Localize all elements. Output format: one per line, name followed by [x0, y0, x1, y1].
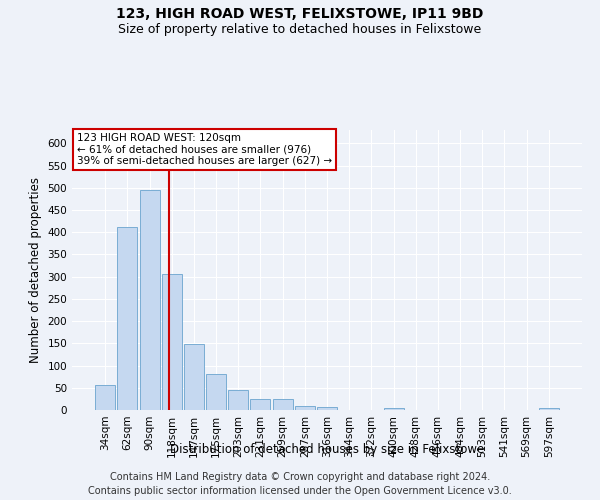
- Text: 123, HIGH ROAD WEST, FELIXSTOWE, IP11 9BD: 123, HIGH ROAD WEST, FELIXSTOWE, IP11 9B…: [116, 8, 484, 22]
- Y-axis label: Number of detached properties: Number of detached properties: [29, 177, 42, 363]
- Bar: [206, 374, 226, 410]
- Bar: [95, 384, 115, 410]
- Bar: [317, 407, 337, 410]
- Text: Size of property relative to detached houses in Felixstowe: Size of property relative to detached ho…: [118, 22, 482, 36]
- Text: 123 HIGH ROAD WEST: 120sqm
← 61% of detached houses are smaller (976)
39% of sem: 123 HIGH ROAD WEST: 120sqm ← 61% of deta…: [77, 133, 332, 166]
- Bar: [272, 399, 293, 410]
- Bar: [539, 408, 559, 410]
- Bar: [118, 228, 137, 410]
- Bar: [250, 399, 271, 410]
- Bar: [295, 406, 315, 410]
- Bar: [383, 408, 404, 410]
- Text: Contains public sector information licensed under the Open Government Licence v3: Contains public sector information licen…: [88, 486, 512, 496]
- Text: Distribution of detached houses by size in Felixstowe: Distribution of detached houses by size …: [170, 442, 484, 456]
- Bar: [228, 390, 248, 410]
- Bar: [184, 344, 204, 410]
- Bar: [140, 190, 160, 410]
- Bar: [162, 274, 182, 410]
- Text: Contains HM Land Registry data © Crown copyright and database right 2024.: Contains HM Land Registry data © Crown c…: [110, 472, 490, 482]
